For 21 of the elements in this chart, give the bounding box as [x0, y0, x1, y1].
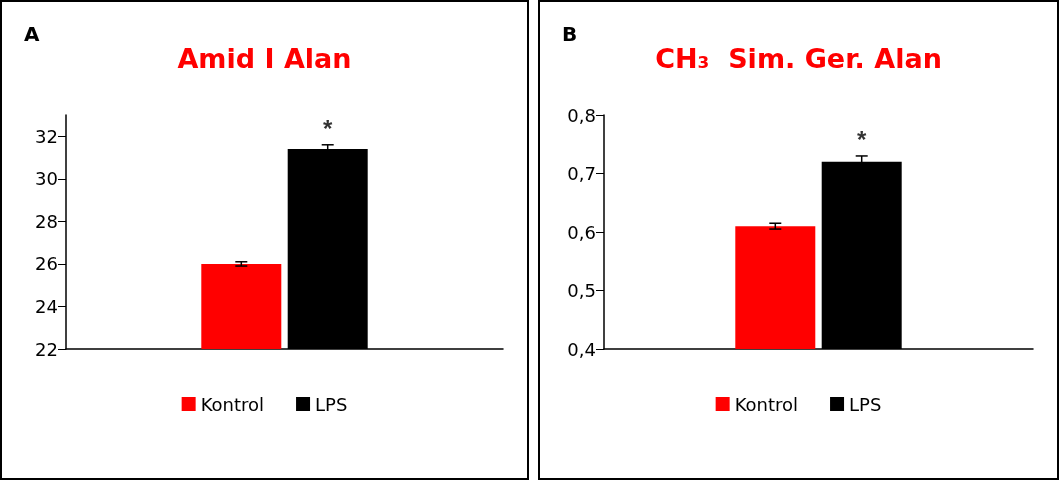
y-tick-label: 0,4	[567, 338, 596, 360]
y-tick-label: 24	[35, 295, 58, 317]
annotation: *	[323, 115, 334, 143]
y-tick-label: 0,6	[567, 221, 596, 243]
y-tick-label: 0,7	[567, 163, 596, 184]
legend-label: LPS	[315, 393, 348, 415]
legend-label: LPS	[849, 393, 882, 415]
chart-title: Amid I Alan	[177, 43, 352, 74]
y-tick-label: 0,8	[567, 104, 596, 126]
chart-title: CH₃ Sim. Ger. Alan	[655, 43, 942, 74]
y-tick-label: 30	[35, 168, 58, 190]
text: A	[24, 22, 40, 46]
y-tick-label: 32	[35, 125, 58, 147]
legend-label: Kontrol	[734, 393, 799, 415]
y-tick-label: 28	[35, 210, 58, 232]
y-tick-label: 22	[35, 338, 58, 360]
y-tick-label: 26	[35, 253, 58, 275]
annotation: *	[857, 126, 868, 154]
y-tick-label: 0,5	[567, 280, 596, 301]
legend-label: Kontrol	[200, 393, 265, 415]
text: B	[562, 22, 578, 46]
